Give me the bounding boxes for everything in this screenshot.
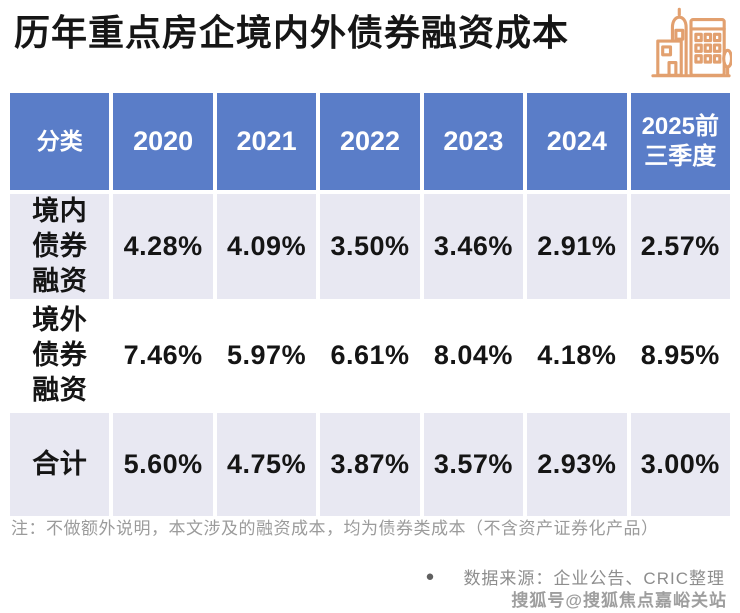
data-cell: 2.57% [630,194,730,300]
data-cell: 3.00% [630,412,730,516]
data-cell: 2.93% [527,412,627,516]
data-cell: 7.46% [113,303,213,409]
row-label-domestic-text: 境内债券融资 [32,196,88,297]
table-row-total: 合计 5.60% 4.75% 3.87% 3.57% 2.93% 3.00% [10,412,730,516]
footnote: 注：不做额外说明，本文涉及的融资成本，均为债券类成本（不含资产证券化产品） [11,519,659,538]
data-cell: 4.75% [216,412,317,516]
col-header-2024: 2024 [527,93,627,190]
col-header-2022: 2022 [320,93,420,190]
page-title: 历年重点房企境内外债券融资成本 [14,12,570,53]
data-cell: 4.28% [113,194,213,300]
row-label-total: 合计 [10,412,110,516]
col-header-category: 分类 [10,93,110,190]
financing-cost-table: 分类 2020 2021 2022 2023 2024 2025前三季度 境内债… [6,89,734,520]
row-label-domestic: 境内债券融资 [10,194,110,300]
row-label-overseas-text: 境外债券融资 [32,305,88,406]
row-label-overseas: 境外债券融资 [10,303,110,409]
watermark-text: 搜狐号@搜狐焦点嘉峪关站 [511,591,727,610]
data-cell: 3.46% [423,194,524,300]
data-cell: 5.97% [216,303,317,409]
data-cell: 4.18% [527,303,627,409]
data-cell: 8.95% [630,303,730,409]
table-header-row: 分类 2020 2021 2022 2023 2024 2025前三季度 [10,93,730,190]
source-text: 数据来源：企业公告、CRIC整理 [463,569,725,588]
col-header-2025q3: 2025前三季度 [630,93,730,190]
bullet-icon: ● [425,568,436,585]
data-cell: 2.91% [527,194,627,300]
data-cell: 3.57% [423,412,524,516]
data-cell: 4.09% [216,194,317,300]
data-cell: 3.87% [320,412,420,516]
data-cell: 3.50% [320,194,420,300]
table-row-overseas: 境外债券融资 7.46% 5.97% 6.61% 8.04% 4.18% 8.9… [10,303,730,409]
header-bar: 历年重点房企境内外债券融资成本 [0,0,740,89]
data-cell: 5.60% [113,412,213,516]
col-header-2023: 2023 [423,93,524,190]
col-header-2020: 2020 [113,93,213,190]
data-cell: 8.04% [423,303,524,409]
city-buildings-icon [650,4,734,91]
source-line: ● 数据来源：企业公告、CRIC整理 [425,564,725,589]
col-header-2021: 2021 [216,93,317,190]
table-row-domestic: 境内债券融资 4.28% 4.09% 3.50% 3.46% 2.91% 2.5… [10,194,730,300]
data-cell: 6.61% [320,303,420,409]
col-header-2025q3-label: 2025前三季度 [641,112,719,170]
row-label-total-text: 合计 [32,448,88,479]
